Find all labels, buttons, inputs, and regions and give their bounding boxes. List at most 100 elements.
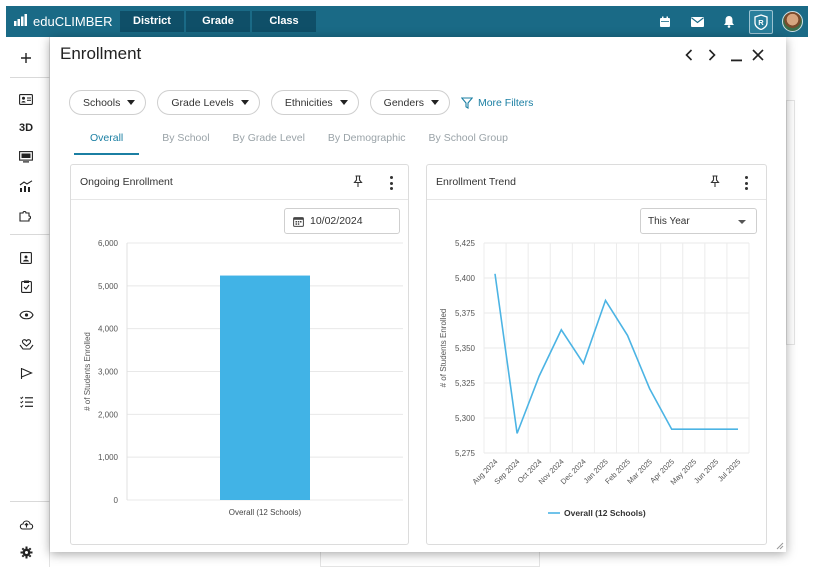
y-tick-label: 1,000	[98, 453, 119, 462]
y-axis-label: # of Students Enrolled	[83, 332, 92, 411]
time-range-select[interactable]: This Year	[640, 208, 757, 234]
ongoing-enrollment-card: Ongoing Enrollment 10/02/2024 0 1,000 2,00…	[70, 164, 409, 545]
user-avatar[interactable]	[782, 11, 803, 32]
calendar-icon[interactable]	[649, 6, 681, 37]
y-tick-label: 4,000	[98, 325, 119, 334]
previous-icon[interactable]	[681, 47, 697, 63]
caret-down-icon	[240, 100, 249, 105]
y-tick-label: 3,000	[98, 368, 119, 377]
more-vertical-icon[interactable]	[741, 175, 751, 191]
caret-down-icon	[339, 100, 348, 105]
ongoing-enrollment-chart: 0 1,000 2,000 3,000 4,000 5,000 6,000 # of Stud…	[83, 239, 403, 517]
hands-icon[interactable]	[6, 334, 46, 354]
tab-by-demographic[interactable]: By Demographic	[327, 132, 406, 144]
enrollment-trend-card: Enrollment Trend This Year 5,275 5,300 5,3…	[426, 164, 767, 545]
id-card-icon[interactable]	[6, 89, 46, 109]
gear-icon[interactable]	[6, 542, 46, 562]
minimize-icon[interactable]	[728, 47, 744, 63]
brand[interactable]: eduCLIMBER	[6, 13, 120, 31]
genders-filter-label: Genders	[383, 96, 424, 109]
pin-icon[interactable]	[709, 175, 723, 189]
date-picker[interactable]: 10/02/2024	[284, 208, 400, 234]
modal-title: Enrollment	[60, 44, 142, 63]
3d-icon[interactable]: 3D	[6, 118, 46, 138]
left-rail: 3D	[6, 37, 50, 567]
top-icons: R	[649, 6, 808, 37]
nav-district[interactable]: District	[120, 11, 186, 32]
tag-icon[interactable]	[6, 305, 46, 325]
background-panel	[786, 100, 795, 345]
y-tick-label: 5,375	[455, 309, 476, 318]
nav-grade[interactable]: Grade	[186, 11, 252, 32]
caret-down-icon	[127, 100, 136, 105]
x-tick-label: Jul 2025	[716, 457, 742, 483]
x-tick-label: Jun 2025	[692, 457, 720, 485]
schools-filter-label: Schools	[83, 96, 121, 109]
plus-icon[interactable]	[6, 48, 46, 68]
enrollment-modal: Enrollment Schools Grade Levels Ethnicit…	[50, 37, 786, 552]
nav-class[interactable]: Class	[269, 15, 299, 27]
rail-divider	[10, 234, 50, 235]
tab-overall[interactable]: Overall	[74, 129, 140, 155]
legend-label: Overall (12 Schools)	[564, 508, 646, 518]
bar	[220, 275, 310, 500]
schools-filter[interactable]: Schools	[69, 90, 147, 115]
date-value: 10/02/2024	[310, 215, 363, 227]
card-header: Ongoing Enrollment	[71, 165, 408, 200]
pin-icon[interactable]	[352, 175, 366, 189]
next-icon[interactable]	[704, 47, 720, 63]
time-range-value: This Year	[648, 215, 690, 227]
background-panel	[320, 552, 540, 567]
y-tick-label: 5,400	[455, 274, 476, 283]
card-header: Enrollment Trend	[427, 165, 766, 200]
monitor-icon[interactable]	[6, 147, 46, 167]
bell-icon[interactable]	[713, 6, 745, 37]
y-tick-label: 5,300	[455, 414, 476, 423]
caret-down-icon	[738, 220, 746, 224]
chart-icon[interactable]	[6, 176, 46, 196]
calendar-icon	[293, 216, 304, 227]
more-vertical-icon[interactable]	[386, 175, 396, 191]
y-axis-label: # of Students Enrolled	[439, 309, 448, 388]
y-tick-label: 5,350	[455, 344, 476, 353]
y-tick-label: 2,000	[98, 410, 119, 419]
shield-r-icon[interactable]: R	[749, 9, 773, 34]
more-filters-label: More Filters	[477, 96, 534, 109]
filter-bar: Schools Grade Levels Ethnicities Genders…	[69, 90, 533, 115]
ethnicities-filter-label: Ethnicities	[284, 96, 333, 109]
checklist-icon[interactable]	[6, 392, 46, 412]
logo-icon	[14, 13, 28, 31]
tab-by-grade-level[interactable]: By Grade Level	[232, 132, 305, 144]
grade-levels-filter[interactable]: Grade Levels	[157, 90, 260, 115]
mail-icon[interactable]	[681, 6, 713, 37]
cloud-upload-icon[interactable]	[6, 514, 46, 534]
more-filters-button[interactable]: More Filters	[460, 96, 534, 109]
clipboard-icon[interactable]	[6, 276, 46, 296]
puzzle-icon[interactable]	[6, 205, 46, 225]
caret-down-icon	[430, 100, 439, 105]
series-line	[494, 273, 738, 434]
y-tick-label: 5,325	[455, 379, 476, 388]
flag-icon[interactable]	[6, 363, 46, 383]
y-tick-label: 5,275	[455, 449, 476, 458]
resize-handle-icon[interactable]	[774, 540, 784, 550]
calendar-person-icon[interactable]	[6, 247, 46, 267]
y-tick-label: 0	[114, 496, 119, 505]
close-icon[interactable]	[750, 47, 766, 63]
x-tick-label: Overall (12 Schools)	[229, 508, 302, 517]
card-title: Ongoing Enrollment	[80, 176, 173, 188]
tab-bar: Overall By School By Grade Level By Demo…	[74, 129, 531, 155]
svg-text:R: R	[758, 18, 764, 27]
tab-by-school-group[interactable]: By School Group	[428, 132, 508, 144]
rail-divider	[10, 501, 50, 502]
rail-divider	[10, 77, 50, 78]
app-name: eduCLIMBER	[33, 14, 113, 29]
top-bar: eduCLIMBER District Grade Class R	[6, 6, 808, 37]
genders-filter[interactable]: Genders	[369, 90, 450, 115]
y-tick-label: 5,425	[455, 239, 476, 248]
funnel-icon	[460, 96, 473, 109]
ethnicities-filter[interactable]: Ethnicities	[270, 90, 359, 115]
level-switcher: District Grade Class	[120, 11, 316, 32]
tab-by-school[interactable]: By School	[162, 132, 210, 144]
